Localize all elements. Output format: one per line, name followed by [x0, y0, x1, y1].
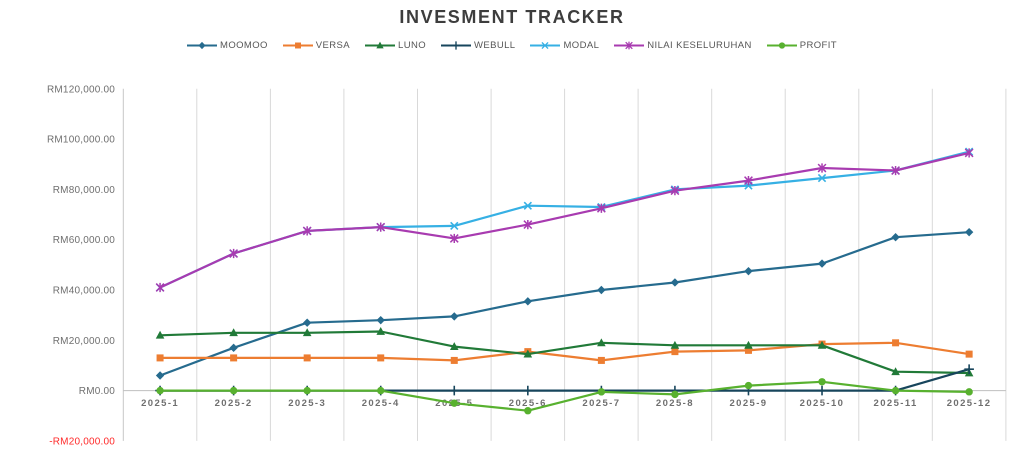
legend-item-nilai-keseluruhan: NILAI KESELURUHAN [614, 40, 751, 51]
chart-legend: MOOMOO VERSA LUNO WEBULL MODAL NILAI KESELURU… [0, 38, 1024, 52]
series-profit [156, 378, 973, 415]
legend-label: LUNO [398, 39, 427, 51]
legend-label: MOOMOO [220, 39, 268, 51]
legend-item-modal: MODAL [530, 40, 599, 51]
y-axis-tick-label: RM60,000.00 [53, 235, 115, 246]
y-axis-tick-label: RM40,000.00 [53, 286, 115, 297]
y-axis-tick-label: RM80,000.00 [53, 185, 115, 196]
x-axis-tick-label: 2025-2 [215, 398, 253, 409]
legend-marker-plus-icon [441, 40, 472, 50]
y-axis-tick-label: -RM20,000.00 [49, 436, 115, 447]
legend-marker-diamond-icon [187, 41, 217, 49]
legend-label: VERSA [315, 39, 351, 51]
x-axis-tick-label: 2025-7 [582, 398, 620, 409]
x-axis-tick-labels: 2025-12025-22025-32025-42025-52025-62025… [141, 398, 992, 409]
x-axis-tick-label: 2025-9 [730, 398, 768, 409]
legend-item-profit: PROFIT [766, 39, 837, 51]
legend-label: MODAL [563, 39, 600, 51]
x-axis-tick-label: 2025-8 [656, 398, 694, 409]
series-moomoo [155, 227, 974, 380]
legend-item-webull: WEBULL [441, 40, 515, 51]
x-axis-tick-label: 2025-11 [874, 398, 918, 409]
chart-title: INVESMENT TRACKER [399, 7, 625, 27]
legend-marker-triangle-icon [365, 41, 396, 48]
y-axis-tick-label: RM20,000.00 [53, 336, 115, 347]
x-axis-tick-label: 2025-6 [509, 398, 547, 409]
legend-item-moomoo: MOOMOO [187, 40, 268, 51]
y-axis-tick-labels: RM120,000.00 RM100,000.00 RM80,000.00 RM60,… [47, 84, 115, 447]
x-axis-tick-label: 2025-4 [362, 398, 400, 409]
y-axis-tick-label: RM100,000.00 [47, 135, 115, 146]
y-axis-tick-label: RM120,000.00 [47, 84, 115, 95]
legend-label: NILAI KESELURUHAN [647, 39, 752, 51]
legend-marker-circle-icon [766, 41, 797, 49]
y-axis-tick-label: RM0.00 [79, 386, 115, 397]
x-axis-tick-label: 2025-10 [800, 398, 845, 409]
legend-marker-square-icon [282, 42, 313, 48]
x-axis-tick-label: 2025-3 [288, 398, 326, 409]
legend-item-versa: VERSA [282, 39, 351, 51]
legend-label: PROFIT [799, 39, 837, 51]
legend-label: WEBULL [474, 39, 516, 51]
legend-item-luno: LUNO [365, 40, 426, 51]
x-axis-tick-label: 2025-1 [141, 398, 179, 409]
vertical-gridlines [122, 88, 1007, 441]
x-axis-tick-label: 2025-12 [947, 398, 992, 409]
legend-marker-asterisk-icon [614, 41, 645, 49]
legend-marker-x-icon [530, 41, 561, 49]
series-nilai-keseluruhan [155, 148, 974, 293]
series-luno [155, 327, 974, 377]
